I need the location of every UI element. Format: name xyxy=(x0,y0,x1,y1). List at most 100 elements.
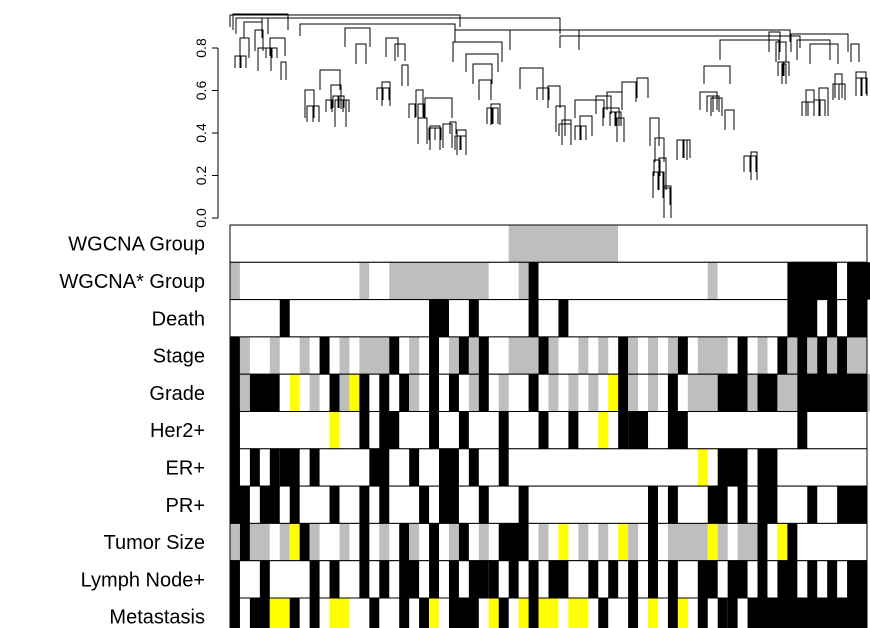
row-cell xyxy=(697,560,718,598)
row-cell xyxy=(389,336,400,375)
row-cell xyxy=(429,336,440,375)
row-cell xyxy=(797,374,867,412)
row-cell xyxy=(379,523,390,561)
y-tick-label: 0.0 xyxy=(193,208,209,228)
dendrogram-branch xyxy=(417,117,428,144)
dendrogram-branch xyxy=(509,29,580,50)
row-cell xyxy=(419,486,430,524)
dendrogram-branch xyxy=(304,89,315,118)
dendrogram-branch xyxy=(465,53,499,72)
dendrogram-branch xyxy=(330,84,342,109)
row-cell xyxy=(608,560,619,598)
row-cell xyxy=(269,523,280,561)
row-cell xyxy=(787,336,798,375)
dendrogram-leaf xyxy=(614,111,622,126)
row-cell xyxy=(448,523,459,561)
row-cell xyxy=(448,336,459,375)
row-cell xyxy=(508,225,619,263)
row-cell xyxy=(379,411,400,449)
row-cell xyxy=(707,486,728,524)
dendrogram-branch xyxy=(239,37,250,58)
dendrogram-leaf xyxy=(818,99,826,116)
row-cell xyxy=(359,374,370,412)
row-cell xyxy=(439,486,459,524)
row-cell xyxy=(230,262,240,300)
dendrogram-branch xyxy=(654,137,665,162)
row-cell xyxy=(429,299,449,337)
row-cell xyxy=(379,486,390,524)
row-cell xyxy=(329,411,340,449)
row-cell xyxy=(648,374,658,412)
dendrogram-leaf xyxy=(657,171,665,190)
row-cell xyxy=(787,523,798,561)
row-cell xyxy=(468,336,479,375)
row-cell xyxy=(230,598,240,628)
row-cell xyxy=(269,598,290,628)
row-cell xyxy=(777,560,798,598)
dendrogram-branch xyxy=(478,79,492,100)
row-cell xyxy=(498,598,509,628)
annotation-row: PR+ xyxy=(166,485,868,524)
row-cell xyxy=(628,523,639,561)
dendrogram-leaf xyxy=(609,111,617,126)
dendrogram-branch xyxy=(519,67,544,89)
dendrogram-branch xyxy=(319,69,341,90)
dendrogram-branch xyxy=(299,23,456,38)
row-cell xyxy=(230,448,240,487)
row-cell xyxy=(399,523,410,561)
row-cell xyxy=(528,560,539,598)
row-cell xyxy=(757,374,778,412)
row-cell xyxy=(309,598,320,628)
row-cell xyxy=(359,523,370,561)
row-cell xyxy=(717,374,748,412)
row-cell xyxy=(349,374,360,412)
row-cell xyxy=(667,598,678,628)
row-cell xyxy=(409,448,420,487)
row-cell xyxy=(588,374,599,412)
annotation-row: Her2+ xyxy=(150,411,868,450)
row-cell xyxy=(249,448,260,487)
dendrogram-branch xyxy=(719,39,780,60)
dendrogram-leaf xyxy=(683,139,691,158)
dendrogram-branch xyxy=(559,35,801,48)
row-cell xyxy=(339,336,350,375)
row-background xyxy=(230,299,867,337)
row-cell xyxy=(429,598,440,628)
row-cell xyxy=(538,411,549,449)
dendrogram-leaf xyxy=(782,61,790,76)
row-cell xyxy=(667,411,688,449)
annotation-row: Tumor Size xyxy=(103,522,868,562)
row-cell xyxy=(777,374,798,412)
row-cell xyxy=(588,560,599,598)
dendrogram-branch xyxy=(750,151,758,180)
row-label: PR+ xyxy=(166,495,205,517)
dendrogram-leaf xyxy=(807,101,815,116)
row-cell xyxy=(369,448,390,487)
row-cell xyxy=(847,560,867,598)
dendrogram-leaf xyxy=(536,87,544,100)
row-cell xyxy=(837,336,848,375)
row-cell xyxy=(757,448,778,487)
dendrogram-branch xyxy=(775,41,787,62)
row-cell xyxy=(757,598,867,628)
row-cell xyxy=(409,336,420,375)
dendrogram-leaf xyxy=(417,103,425,118)
dendrogram-branch xyxy=(595,95,612,114)
row-cell xyxy=(239,336,250,375)
dendrogram-leaf xyxy=(312,105,320,122)
dendrogram-leaf xyxy=(332,95,340,108)
row-cell xyxy=(309,560,320,598)
row-label: Tumor Size xyxy=(103,532,205,554)
row-cell xyxy=(807,486,818,524)
dendrogram-leaf xyxy=(676,139,684,158)
row-cell xyxy=(648,486,658,524)
row-cell xyxy=(807,560,818,598)
dendrogram-branch xyxy=(334,99,347,127)
row-cell xyxy=(419,598,430,628)
dendrogram-leaf xyxy=(832,83,840,100)
dendrogram-branch xyxy=(555,105,566,132)
row-cell xyxy=(807,336,818,375)
row-cell xyxy=(359,262,370,300)
row-cell xyxy=(230,225,509,263)
